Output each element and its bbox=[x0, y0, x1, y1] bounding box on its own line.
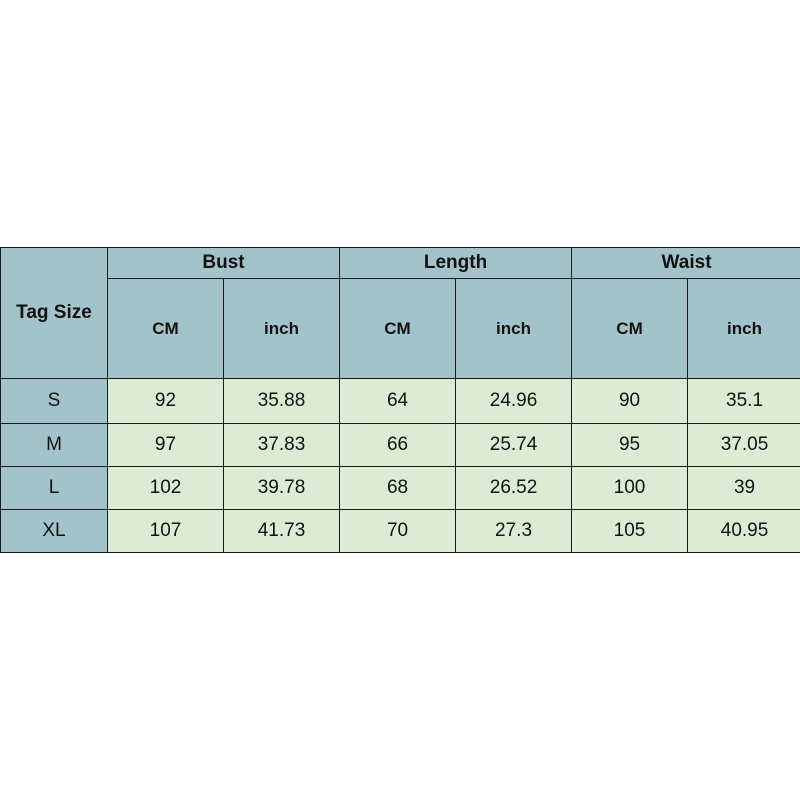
measurement-cell: 70 bbox=[339, 509, 457, 553]
measurement-cell: 26.52 bbox=[455, 466, 573, 510]
unit-header: CM bbox=[571, 278, 689, 379]
table-row: S 92 35.88 64 24.96 90 35.1 bbox=[0, 378, 800, 424]
table-row: M 97 37.83 66 25.74 95 37.05 bbox=[0, 423, 800, 467]
measurement-cell: 64 bbox=[339, 378, 457, 424]
measurement-cell: 35.1 bbox=[687, 378, 800, 424]
measurement-cell: 95 bbox=[571, 423, 689, 467]
unit-header: CM bbox=[339, 278, 457, 379]
length-header: Length bbox=[339, 247, 573, 279]
measurement-cell: 27.3 bbox=[455, 509, 573, 553]
measurement-cell: 41.73 bbox=[222, 509, 341, 553]
bust-header: Bust bbox=[106, 247, 341, 279]
measurement-cell: 90 bbox=[571, 378, 689, 424]
measurement-cell: 40.95 bbox=[687, 509, 800, 553]
tag-size-header: Tag Size bbox=[0, 247, 108, 379]
measurement-cell: 97 bbox=[107, 423, 224, 467]
size-cell: XL bbox=[0, 509, 108, 553]
measurement-cell: 100 bbox=[571, 466, 689, 510]
measurement-cell: 25.74 bbox=[455, 423, 573, 467]
measurement-cell: 37.83 bbox=[222, 423, 341, 467]
measurement-cell: 66 bbox=[339, 423, 457, 467]
measurement-cell: 105 bbox=[571, 509, 689, 553]
unit-header: CM bbox=[107, 278, 224, 379]
measurement-cell: 68 bbox=[339, 466, 457, 510]
measurement-cell: 107 bbox=[107, 509, 224, 553]
measurement-cell: 39.78 bbox=[222, 466, 341, 510]
table-row: L 102 39.78 68 26.52 100 39 bbox=[0, 466, 800, 510]
waist-header: Waist bbox=[571, 247, 800, 279]
unit-header: inch bbox=[222, 278, 341, 379]
measurement-cell: 35.88 bbox=[222, 378, 341, 424]
unit-header: inch bbox=[687, 278, 800, 379]
measurement-cell: 92 bbox=[107, 378, 224, 424]
measurement-cell: 102 bbox=[107, 466, 224, 510]
size-cell: L bbox=[0, 466, 108, 510]
size-chart-table: Tag Size Bust Length Waist CM inch CM in… bbox=[0, 247, 800, 553]
unit-header: inch bbox=[455, 278, 573, 379]
size-cell: S bbox=[0, 378, 108, 424]
measurement-cell: 39 bbox=[687, 466, 800, 510]
measurement-cell: 24.96 bbox=[455, 378, 573, 424]
size-cell: M bbox=[0, 423, 108, 467]
table-row: XL 107 41.73 70 27.3 105 40.95 bbox=[0, 509, 800, 553]
measurement-cell: 37.05 bbox=[687, 423, 800, 467]
